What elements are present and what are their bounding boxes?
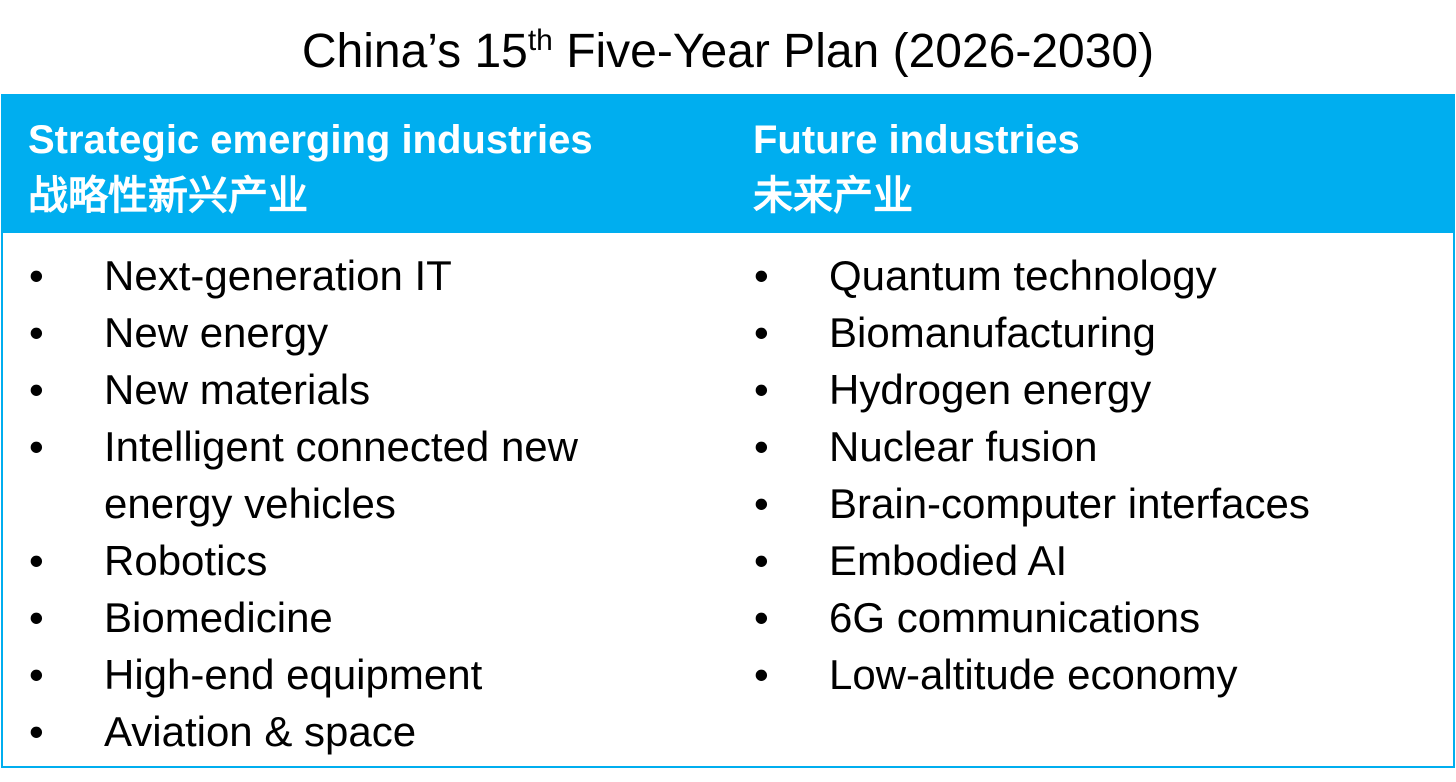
list-item: • Embodied AI: [754, 532, 1389, 589]
item-text: New materials: [104, 366, 371, 413]
bullet: •: [754, 423, 769, 470]
bullet: •: [29, 537, 44, 584]
item-text: Brain-computer interfaces: [829, 480, 1310, 527]
list-item: • Intelligent connected new energy vehicl…: [29, 418, 664, 532]
list-item: • New energy: [29, 304, 664, 361]
item-text: Nuclear fusion: [829, 423, 1098, 470]
item-text: New energy: [104, 309, 329, 356]
heading: Strategic emerging industries: [28, 118, 593, 162]
item-text: High-end equipment: [104, 651, 483, 698]
bullet: •: [754, 480, 769, 527]
item-text: Quantum technology: [829, 252, 1217, 299]
list-item: • High-end equipment: [29, 646, 664, 703]
list-item: • Low-altitude economy: [754, 646, 1389, 703]
list-item: • New materials: [29, 361, 664, 418]
item-list: • Next-generation IT • New energy • New mater…: [29, 247, 664, 760]
heading-cn: 战略性新兴产业: [28, 174, 308, 218]
bullet: •: [29, 594, 44, 641]
item-text: Low-altitude economy: [829, 651, 1238, 698]
list-item: • Quantum technology: [754, 247, 1389, 304]
title-rest: Five-Year Plan (2026-2030): [552, 25, 1155, 78]
item-text: Biomedicine: [104, 594, 333, 641]
header-cell: Strategic emerging industries 战略性新兴产业: [28, 112, 593, 224]
heading-cn: 未来产业: [753, 174, 913, 218]
item-text: Aviation & space: [104, 708, 417, 755]
item-text: Hydrogen energy: [829, 366, 1152, 413]
bullet: •: [754, 309, 769, 356]
list-item: • Aviation & space: [29, 703, 664, 760]
bullet: •: [754, 651, 769, 698]
heading: Future industries: [753, 118, 1080, 162]
table-header: Strategic emerging industries 战略性新兴产业 Fu…: [3, 96, 1453, 233]
bullet: •: [754, 594, 769, 641]
bullet: •: [29, 252, 44, 299]
table: Strategic emerging industries 战略性新兴产业 Fu…: [1, 94, 1455, 768]
list-item: • 6G communications: [754, 589, 1389, 646]
bullet: •: [29, 651, 44, 698]
list-item: • Hydrogen energy: [754, 361, 1389, 418]
item-text: Next-generation IT: [104, 252, 452, 299]
list-item: • Next-generation IT: [29, 247, 664, 304]
list-item: • Brain-computer interfaces: [754, 475, 1389, 532]
item-text: Robotics: [104, 537, 268, 584]
bullet: •: [754, 366, 769, 413]
list-item: • Robotics: [29, 532, 664, 589]
title-sup: th: [527, 24, 553, 57]
list-item: • Nuclear fusion: [754, 418, 1389, 475]
title: China’s 15th Five-Year Plan (2026-2030): [0, 20, 1456, 90]
bullet: •: [754, 537, 769, 584]
list-item: • Biomanufacturing: [754, 304, 1389, 361]
item-list: • Quantum technology • Biomanufacturing • Hyd…: [754, 247, 1389, 703]
header-cell: Future industries 未来产业: [753, 112, 1080, 224]
item-text: 6G communications: [829, 594, 1201, 641]
title-text: China’s 15: [301, 25, 528, 78]
bullet: •: [754, 252, 769, 299]
list-item: • Biomedicine: [29, 589, 664, 646]
bullet: •: [29, 423, 44, 470]
bullet: •: [29, 366, 44, 413]
bullet: •: [29, 309, 44, 356]
item-text: Intelligent connected new energy vehicle…: [104, 423, 578, 527]
bullet: •: [29, 708, 44, 755]
item-text: Biomanufacturing: [829, 309, 1156, 356]
item-text: Embodied AI: [829, 537, 1068, 584]
